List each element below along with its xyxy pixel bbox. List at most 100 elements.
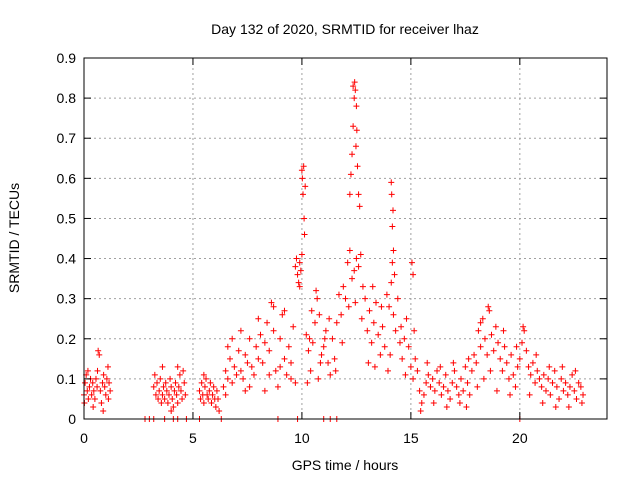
data-point xyxy=(473,359,480,366)
data-point xyxy=(559,363,566,370)
data-point xyxy=(411,327,418,334)
data-point xyxy=(396,339,403,346)
data-point xyxy=(259,359,266,366)
data-point xyxy=(335,291,342,298)
data-point xyxy=(296,283,303,290)
data-point xyxy=(345,303,352,310)
data-point xyxy=(525,363,532,370)
data-point xyxy=(356,203,363,210)
data-point xyxy=(553,383,560,390)
data-point xyxy=(161,395,168,402)
y-tick-label: 0.8 xyxy=(57,90,77,106)
data-point xyxy=(533,351,540,358)
data-point xyxy=(293,255,300,262)
data-point xyxy=(165,391,172,398)
data-point xyxy=(215,395,222,402)
data-point xyxy=(255,315,262,322)
data-point xyxy=(207,379,214,386)
data-point xyxy=(381,343,388,350)
data-point xyxy=(556,395,563,402)
x-axis-label: GPS time / hours xyxy=(292,457,399,473)
data-point xyxy=(538,383,545,390)
data-point xyxy=(301,215,308,222)
data-point xyxy=(103,375,110,382)
data-point xyxy=(205,395,212,402)
data-point xyxy=(373,299,380,306)
data-point xyxy=(534,367,541,374)
data-point xyxy=(466,391,473,398)
data-point xyxy=(425,371,432,378)
data-point xyxy=(578,399,585,406)
data-point xyxy=(154,379,161,386)
data-point xyxy=(468,367,475,374)
data-point xyxy=(101,383,108,390)
data-point xyxy=(414,367,421,374)
data-point xyxy=(364,327,371,334)
data-point xyxy=(389,259,396,266)
data-point xyxy=(299,175,306,182)
data-point xyxy=(450,359,457,366)
data-point xyxy=(463,403,470,410)
data-point xyxy=(224,343,231,350)
data-point xyxy=(378,303,385,310)
data-point xyxy=(266,371,273,378)
data-point xyxy=(477,343,484,350)
data-point xyxy=(176,371,183,378)
data-point xyxy=(442,371,449,378)
data-point xyxy=(510,371,517,378)
data-point xyxy=(377,351,384,358)
data-point xyxy=(151,371,158,378)
data-point xyxy=(180,367,187,374)
data-point xyxy=(546,363,553,370)
data-point xyxy=(387,351,394,358)
data-point xyxy=(303,331,310,338)
data-point xyxy=(503,359,510,366)
data-point xyxy=(181,379,188,386)
data-point xyxy=(248,363,255,370)
data-point xyxy=(100,407,107,414)
data-point xyxy=(388,179,395,186)
y-tick-label: 0 xyxy=(68,411,76,427)
data-point xyxy=(300,191,307,198)
data-point xyxy=(300,163,307,170)
data-point xyxy=(355,191,362,198)
data-point xyxy=(159,363,166,370)
data-point xyxy=(405,343,412,350)
data-point xyxy=(203,375,210,382)
data-point xyxy=(542,387,549,394)
data-point xyxy=(437,363,444,370)
data-point xyxy=(565,403,572,410)
data-point xyxy=(261,387,268,394)
data-point xyxy=(547,391,554,398)
data-point xyxy=(487,367,494,374)
data-point xyxy=(327,371,334,378)
data-point xyxy=(169,395,176,402)
data-point xyxy=(268,299,275,306)
data-point xyxy=(304,379,311,386)
data-point xyxy=(266,347,273,354)
data-point xyxy=(309,339,316,346)
data-point xyxy=(162,379,169,386)
data-point xyxy=(270,327,277,334)
data-point xyxy=(222,391,229,398)
data-point xyxy=(296,259,303,266)
data-point xyxy=(177,387,184,394)
data-point xyxy=(325,359,332,366)
data-point xyxy=(564,391,571,398)
data-point xyxy=(577,383,584,390)
data-point xyxy=(431,387,438,394)
data-point xyxy=(86,383,93,390)
data-point xyxy=(536,375,543,382)
data-point xyxy=(340,283,347,290)
data-point xyxy=(455,391,462,398)
data-point xyxy=(179,395,186,402)
data-point xyxy=(317,359,324,366)
data-point xyxy=(375,331,382,338)
data-point xyxy=(350,83,357,90)
data-point xyxy=(288,359,295,366)
data-point xyxy=(527,371,534,378)
data-point xyxy=(306,335,313,342)
data-point xyxy=(410,375,417,382)
data-point xyxy=(485,303,492,310)
data-point xyxy=(423,379,430,386)
